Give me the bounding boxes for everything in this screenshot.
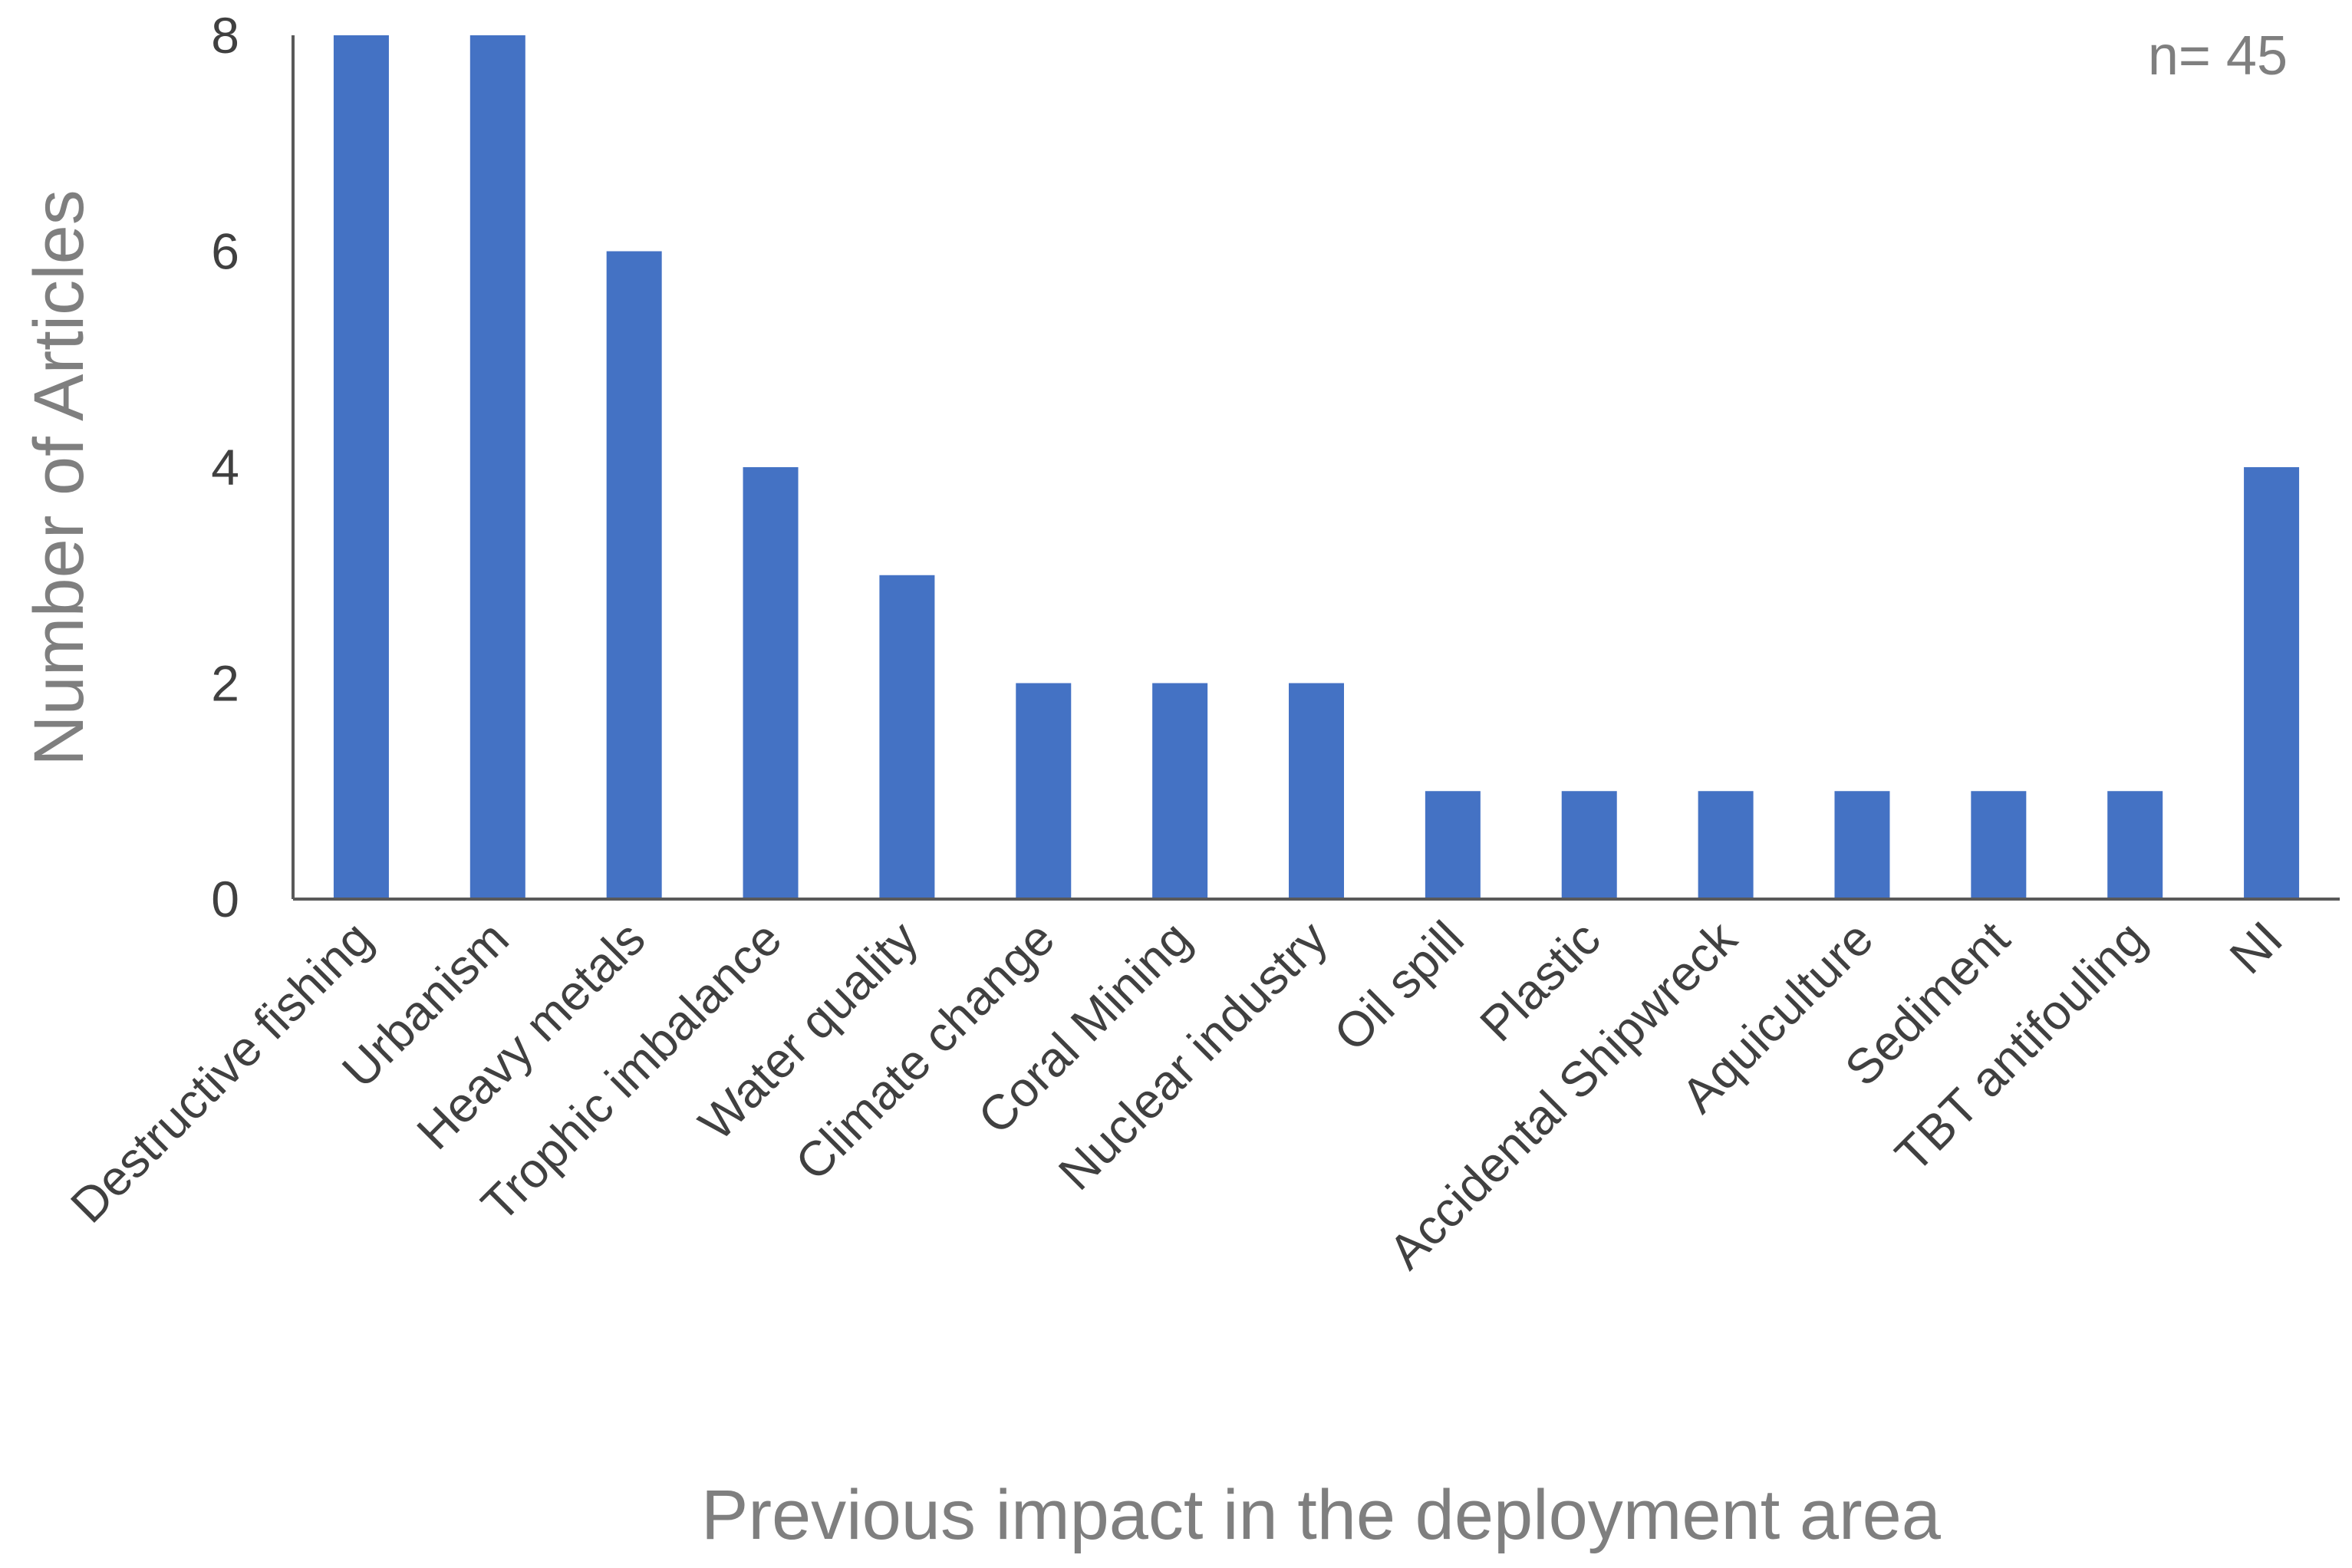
bar-11 <box>1698 791 1754 899</box>
y-tick-label: 8 <box>211 7 239 64</box>
bar-2 <box>469 35 525 899</box>
bar-8 <box>1289 683 1344 899</box>
bar-10 <box>1561 791 1617 899</box>
bar-15 <box>2244 467 2300 899</box>
x-category-label: Oil spill <box>1323 911 1474 1062</box>
bar-14 <box>2107 791 2163 899</box>
sample-size-annotation: n= 45 <box>2148 25 2288 87</box>
y-tick-label: 2 <box>211 655 239 712</box>
bars-group <box>333 35 2300 899</box>
y-axis-title: Number of Articles <box>20 189 98 766</box>
y-tick-label: 0 <box>211 871 239 927</box>
x-category-label: NI <box>2219 911 2293 984</box>
bar-3 <box>606 251 662 899</box>
bar-4 <box>743 467 799 899</box>
bar-5 <box>879 575 935 899</box>
x-axis-title: Previous impact in the deployment area <box>701 1476 1942 1554</box>
x-category-label: TBT antifouling <box>1885 911 2156 1182</box>
bar-7 <box>1152 683 1208 899</box>
bar-12 <box>1834 791 1890 899</box>
bar-13 <box>1971 791 2027 899</box>
y-ticks-group: 0 2 4 6 8 <box>211 7 239 927</box>
bar-9 <box>1425 791 1481 899</box>
x-category-label: Destructive fishing <box>60 911 383 1234</box>
y-tick-label: 4 <box>211 439 239 496</box>
y-tick-label: 6 <box>211 223 239 280</box>
bar-1 <box>333 35 389 899</box>
bar-6 <box>1016 683 1072 899</box>
